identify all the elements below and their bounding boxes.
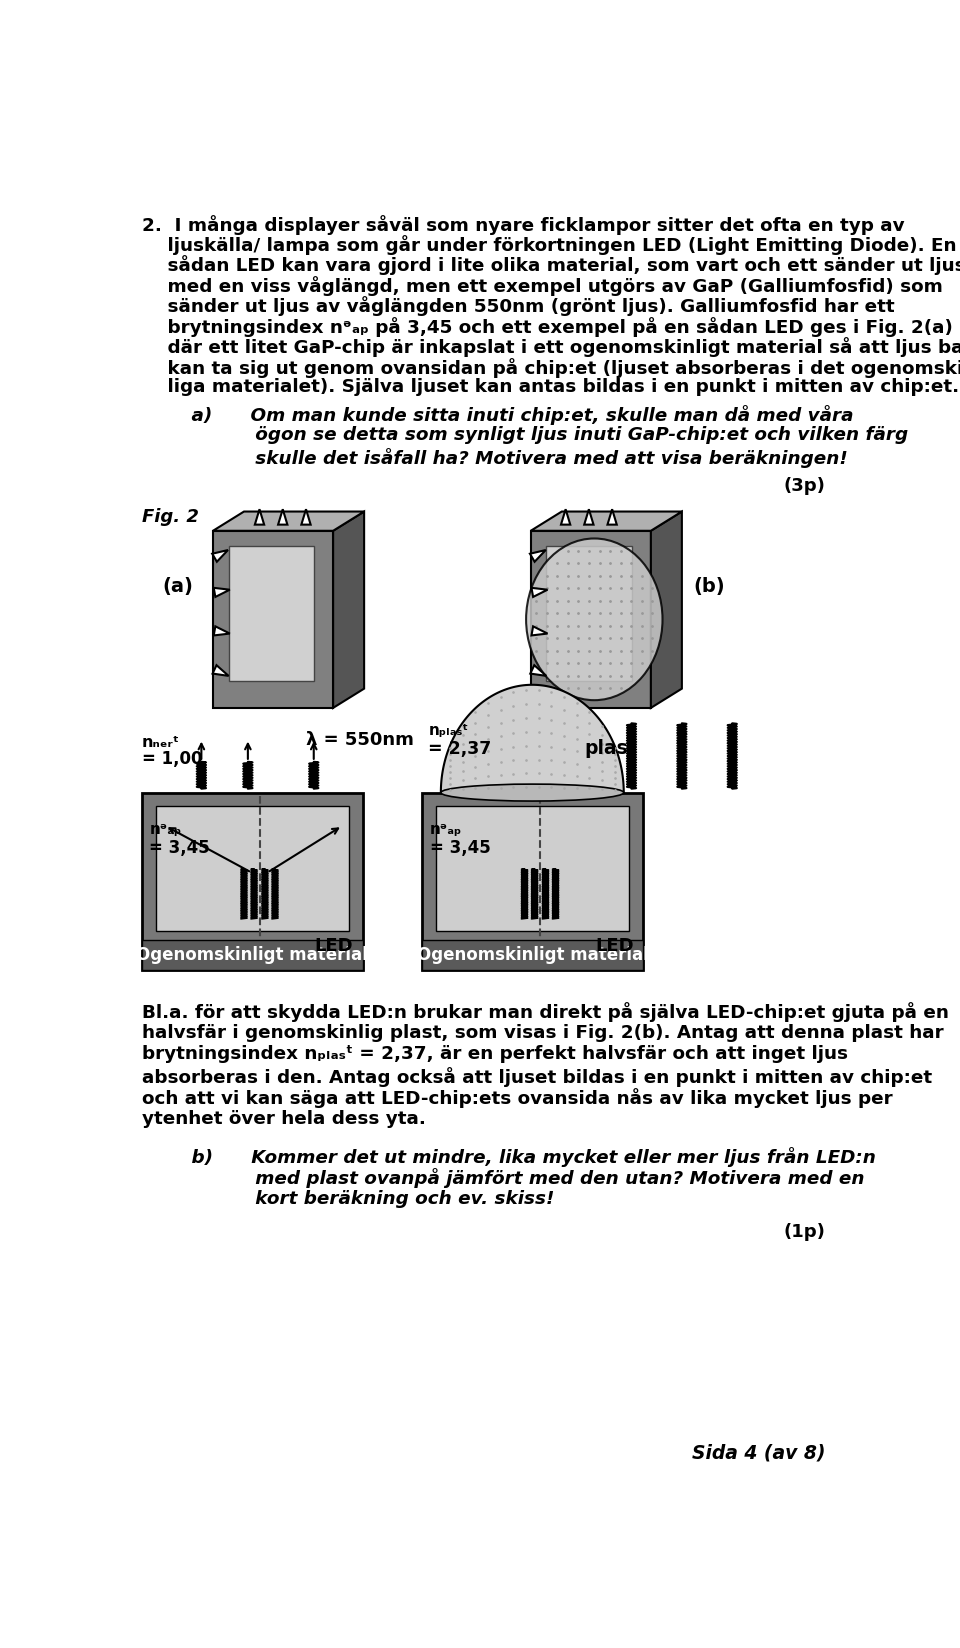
Polygon shape bbox=[212, 666, 228, 676]
Text: LED: LED bbox=[315, 936, 353, 954]
Ellipse shape bbox=[441, 784, 624, 801]
Polygon shape bbox=[142, 793, 363, 969]
Polygon shape bbox=[422, 793, 643, 969]
Ellipse shape bbox=[526, 539, 662, 700]
Polygon shape bbox=[546, 545, 632, 681]
Text: kort beräkning och ev. skiss!: kort beräkning och ev. skiss! bbox=[166, 1190, 555, 1208]
Text: (3p): (3p) bbox=[783, 476, 826, 494]
Text: = 3,45: = 3,45 bbox=[430, 839, 491, 857]
Polygon shape bbox=[228, 545, 314, 681]
Text: sänder ut ljus av våglängden 550nm (grönt ljus). Galliumfosfid har ett: sänder ut ljus av våglängden 550nm (grön… bbox=[142, 297, 895, 316]
Polygon shape bbox=[561, 509, 570, 524]
Text: nᵊₐₚ: nᵊₐₚ bbox=[430, 822, 463, 837]
Text: brytningsindex nᵊₐₚ på 3,45 och ett exempel på en sådan LED ges i Fig. 2(a): brytningsindex nᵊₐₚ på 3,45 och ett exem… bbox=[142, 316, 952, 336]
Polygon shape bbox=[531, 531, 651, 709]
Polygon shape bbox=[213, 511, 364, 531]
Text: där ett litet GaP-chip är inkapslat i ett ogenomskinligt material så att ljus ba: där ett litet GaP-chip är inkapslat i et… bbox=[142, 338, 960, 358]
Polygon shape bbox=[213, 531, 333, 709]
Polygon shape bbox=[532, 588, 547, 597]
Text: nₙₑᵣᵗ: nₙₑᵣᵗ bbox=[142, 735, 180, 750]
Polygon shape bbox=[333, 511, 364, 709]
Text: absorberas i den. Antag också att ljuset bildas i en punkt i mitten av chip:et: absorberas i den. Antag också att ljuset… bbox=[142, 1066, 932, 1086]
Text: λ = 550nm: λ = 550nm bbox=[306, 732, 414, 748]
Polygon shape bbox=[156, 806, 348, 931]
Text: nᵊₐₚ: nᵊₐₚ bbox=[150, 822, 181, 837]
Polygon shape bbox=[422, 941, 643, 969]
Polygon shape bbox=[301, 509, 311, 524]
Text: sådan LED kan vara gjord i lite olika material, som vart och ett sänder ut ljus: sådan LED kan vara gjord i lite olika ma… bbox=[142, 255, 960, 275]
Text: med plast ovanpå jämfört med den utan? Motivera med en: med plast ovanpå jämfört med den utan? M… bbox=[166, 1168, 865, 1188]
Text: ögon se detta som synligt ljus inuti GaP-chip:et och vilken färg: ögon se detta som synligt ljus inuti GaP… bbox=[166, 427, 908, 443]
Text: skulle det isåfall ha? Motivera med att visa beräkningen!: skulle det isåfall ha? Motivera med att … bbox=[166, 448, 849, 468]
Text: halvsfär i genomskinlig plast, som visas i Fig. 2(b). Antag att denna plast har: halvsfär i genomskinlig plast, som visas… bbox=[142, 1023, 944, 1042]
Polygon shape bbox=[212, 550, 228, 562]
Text: Fig. 2: Fig. 2 bbox=[142, 508, 199, 526]
Text: = 3,45: = 3,45 bbox=[150, 839, 210, 857]
Polygon shape bbox=[530, 550, 545, 562]
Polygon shape bbox=[608, 509, 616, 524]
Text: kan ta sig ut genom ovansidan på chip:et (ljuset absorberas i det ogenomskin-: kan ta sig ut genom ovansidan på chip:et… bbox=[142, 358, 960, 377]
Text: Sida 4 (av 8): Sida 4 (av 8) bbox=[692, 1444, 826, 1463]
Text: plast: plast bbox=[585, 738, 636, 758]
Text: = 1,00: = 1,00 bbox=[142, 750, 203, 768]
Polygon shape bbox=[278, 509, 287, 524]
Polygon shape bbox=[436, 806, 629, 931]
Text: brytningsindex nₚₗₐₛᵗ = 2,37, är en perfekt halvsfär och att inget ljus: brytningsindex nₚₗₐₛᵗ = 2,37, är en perf… bbox=[142, 1045, 848, 1063]
Text: ytenhet över hela dess yta.: ytenhet över hela dess yta. bbox=[142, 1109, 425, 1127]
Text: Ogenomskinligt material: Ogenomskinligt material bbox=[136, 946, 368, 964]
Polygon shape bbox=[214, 626, 229, 636]
Text: liga materialet). Själva ljuset kan antas bildas i en punkt i mitten av chip:et.: liga materialet). Själva ljuset kan anta… bbox=[142, 377, 959, 396]
Text: Bl.a. för att skydda LED:n brukar man direkt på själva LED-chip:et gjuta på en: Bl.a. för att skydda LED:n brukar man di… bbox=[142, 1002, 948, 1022]
Text: ljuskälla/ lampa som går under förkortningen LED (Light Emitting Diode). En: ljuskälla/ lampa som går under förkortni… bbox=[142, 236, 956, 255]
Text: nₚₗₐₛᵗ: nₚₗₐₛᵗ bbox=[428, 723, 468, 738]
Text: Ogenomskinligt material: Ogenomskinligt material bbox=[417, 946, 649, 964]
Polygon shape bbox=[531, 511, 682, 531]
Text: b)      Kommer det ut mindre, lika mycket eller mer ljus från LED:n: b) Kommer det ut mindre, lika mycket ell… bbox=[166, 1147, 876, 1167]
Polygon shape bbox=[585, 509, 593, 524]
Text: a)      Om man kunde sitta inuti chip:et, skulle man då med våra: a) Om man kunde sitta inuti chip:et, sku… bbox=[166, 404, 854, 425]
Polygon shape bbox=[142, 941, 363, 969]
Polygon shape bbox=[441, 686, 624, 793]
Text: (1p): (1p) bbox=[783, 1223, 826, 1241]
Text: (b): (b) bbox=[693, 577, 725, 597]
Polygon shape bbox=[651, 511, 682, 709]
Text: = 2,37: = 2,37 bbox=[428, 740, 492, 758]
Text: 2.  I många displayer såväl som nyare ficklampor sitter det ofta en typ av: 2. I många displayer såväl som nyare fic… bbox=[142, 214, 904, 234]
Text: med en viss våglängd, men ett exempel utgörs av GaP (Galliumfosfid) som: med en viss våglängd, men ett exempel ut… bbox=[142, 275, 943, 297]
Text: och att vi kan säga att LED-chip:ets ovansida nås av lika mycket ljus per: och att vi kan säga att LED-chip:ets ova… bbox=[142, 1088, 893, 1107]
Polygon shape bbox=[254, 509, 264, 524]
Text: LED: LED bbox=[595, 936, 634, 954]
Text: (a): (a) bbox=[162, 577, 194, 597]
Polygon shape bbox=[532, 626, 547, 636]
Polygon shape bbox=[530, 666, 546, 676]
Polygon shape bbox=[214, 588, 229, 597]
